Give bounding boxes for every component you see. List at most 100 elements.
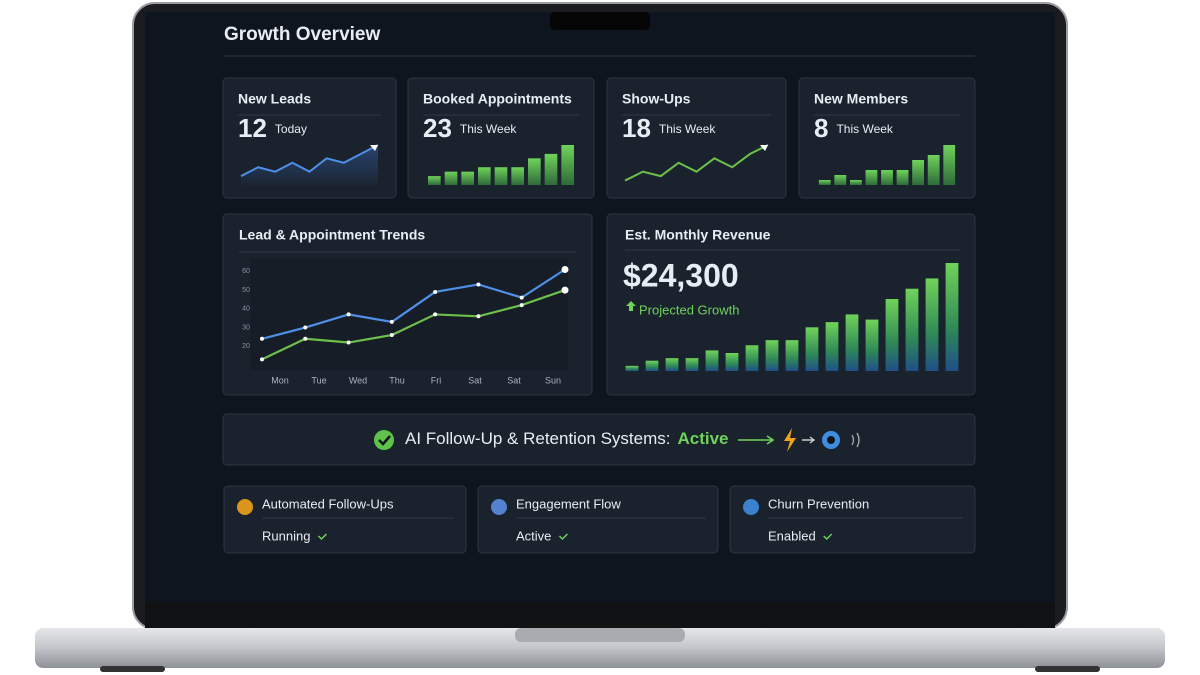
x-tick-label: Sun	[545, 375, 561, 385]
revenue-bar	[685, 358, 699, 371]
trend-point	[476, 314, 481, 319]
trend-point	[303, 325, 308, 330]
x-tick-label: Mon	[271, 375, 289, 385]
check-mark	[378, 435, 391, 446]
revenue-bar	[805, 327, 819, 371]
mini-line	[240, 144, 379, 177]
base-notch	[515, 628, 685, 642]
kpi-value: 18	[622, 113, 651, 143]
status-check	[823, 533, 833, 541]
notch	[550, 12, 650, 30]
kpi-card	[606, 77, 787, 199]
signal-icon	[851, 432, 860, 448]
banner-status: Active	[677, 429, 728, 448]
mini-bar	[818, 180, 831, 185]
mini-bar	[912, 160, 925, 185]
system-status: Active	[516, 528, 551, 543]
laptop-base	[35, 628, 1165, 668]
system-title: Engagement Flow	[516, 496, 621, 511]
kpi-label: New Leads	[238, 91, 311, 107]
system-title: Automated Follow-Ups	[262, 496, 394, 511]
revenue-bar	[665, 358, 679, 371]
arrow	[802, 436, 816, 444]
kpi-label: New Members	[814, 91, 908, 107]
revenue-bar	[765, 340, 779, 371]
revenue-bar	[705, 350, 719, 371]
check-icon	[374, 430, 394, 450]
arrow-head	[370, 145, 378, 151]
kpi-value-line: 12 Today	[238, 113, 307, 143]
banner-label: AI Follow-Up & Retention Systems:	[405, 429, 670, 448]
revenue-bar	[945, 263, 959, 371]
arrow	[738, 435, 775, 445]
trend-point	[519, 303, 524, 308]
system-icon	[743, 499, 759, 515]
y-tick-label: 60	[242, 268, 250, 275]
y-tick-label: 50	[242, 287, 250, 294]
foot	[1035, 666, 1100, 672]
x-tick-label: Tue	[311, 375, 326, 385]
trend-point	[389, 333, 394, 338]
growth-icon	[626, 301, 636, 311]
mini-bar	[478, 167, 491, 185]
mini-bar	[494, 167, 508, 185]
x-tick-label: Fri	[431, 375, 442, 385]
system-card	[223, 485, 467, 554]
chin	[145, 602, 1055, 628]
kpi-value: 23	[423, 113, 452, 143]
mini-bar	[528, 158, 541, 185]
status-check	[317, 533, 327, 541]
mini-bar	[444, 171, 458, 185]
revenue-bar	[625, 365, 639, 371]
revenue-bar	[905, 288, 919, 371]
trend-point	[433, 289, 438, 294]
system-status: Enabled	[768, 528, 816, 543]
panel-title: Lead & Appointment Trends	[239, 227, 425, 243]
trend-point	[346, 340, 351, 345]
revenue-bar	[825, 322, 839, 371]
revenue-value: $24,300	[623, 257, 739, 293]
page-title: Growth Overview	[224, 24, 380, 45]
trend-point	[476, 282, 481, 287]
kpi-value-line: 18 This Week	[622, 113, 716, 143]
mini-bar	[849, 180, 862, 185]
panel-title: Est. Monthly Revenue	[625, 227, 771, 243]
revenue-bar	[725, 353, 739, 371]
mini-area	[241, 145, 378, 185]
y-tick-label: 20	[242, 343, 250, 350]
trend-point	[561, 265, 569, 273]
kpi-period: Today	[275, 122, 307, 136]
revenue-bar	[845, 314, 859, 371]
trend-point	[561, 286, 569, 294]
trend-point	[260, 336, 264, 341]
revenue-note: Projected Growth	[639, 302, 739, 317]
mini-bar	[511, 167, 524, 185]
mini-bar	[544, 153, 558, 185]
bolt-icon	[784, 428, 796, 452]
revenue-bar	[745, 345, 759, 371]
arrow-head	[760, 145, 768, 151]
kpi-label: Booked Appointments	[423, 91, 572, 107]
trend-point	[389, 319, 394, 324]
x-tick-label: Sat	[468, 375, 482, 385]
trend-line	[261, 289, 566, 361]
kpi-value: 8	[814, 113, 828, 143]
trend-line	[261, 268, 566, 340]
revenue-bar	[645, 360, 659, 371]
system-status: Running	[262, 528, 310, 543]
kpi-label: Show-Ups	[622, 91, 691, 107]
mini-bar	[461, 171, 474, 185]
mini-bar	[927, 155, 940, 185]
plot-area	[250, 258, 568, 370]
mini-bar	[865, 170, 878, 185]
kpi-period: This Week	[460, 122, 517, 136]
kpi-value: 12	[238, 113, 267, 143]
mini-bar	[561, 145, 574, 185]
status-check	[558, 533, 568, 541]
revenue-bar	[885, 299, 899, 371]
mini-bar	[896, 170, 909, 185]
y-tick-label: 40	[242, 306, 250, 313]
x-tick-label: Sat	[507, 375, 521, 385]
